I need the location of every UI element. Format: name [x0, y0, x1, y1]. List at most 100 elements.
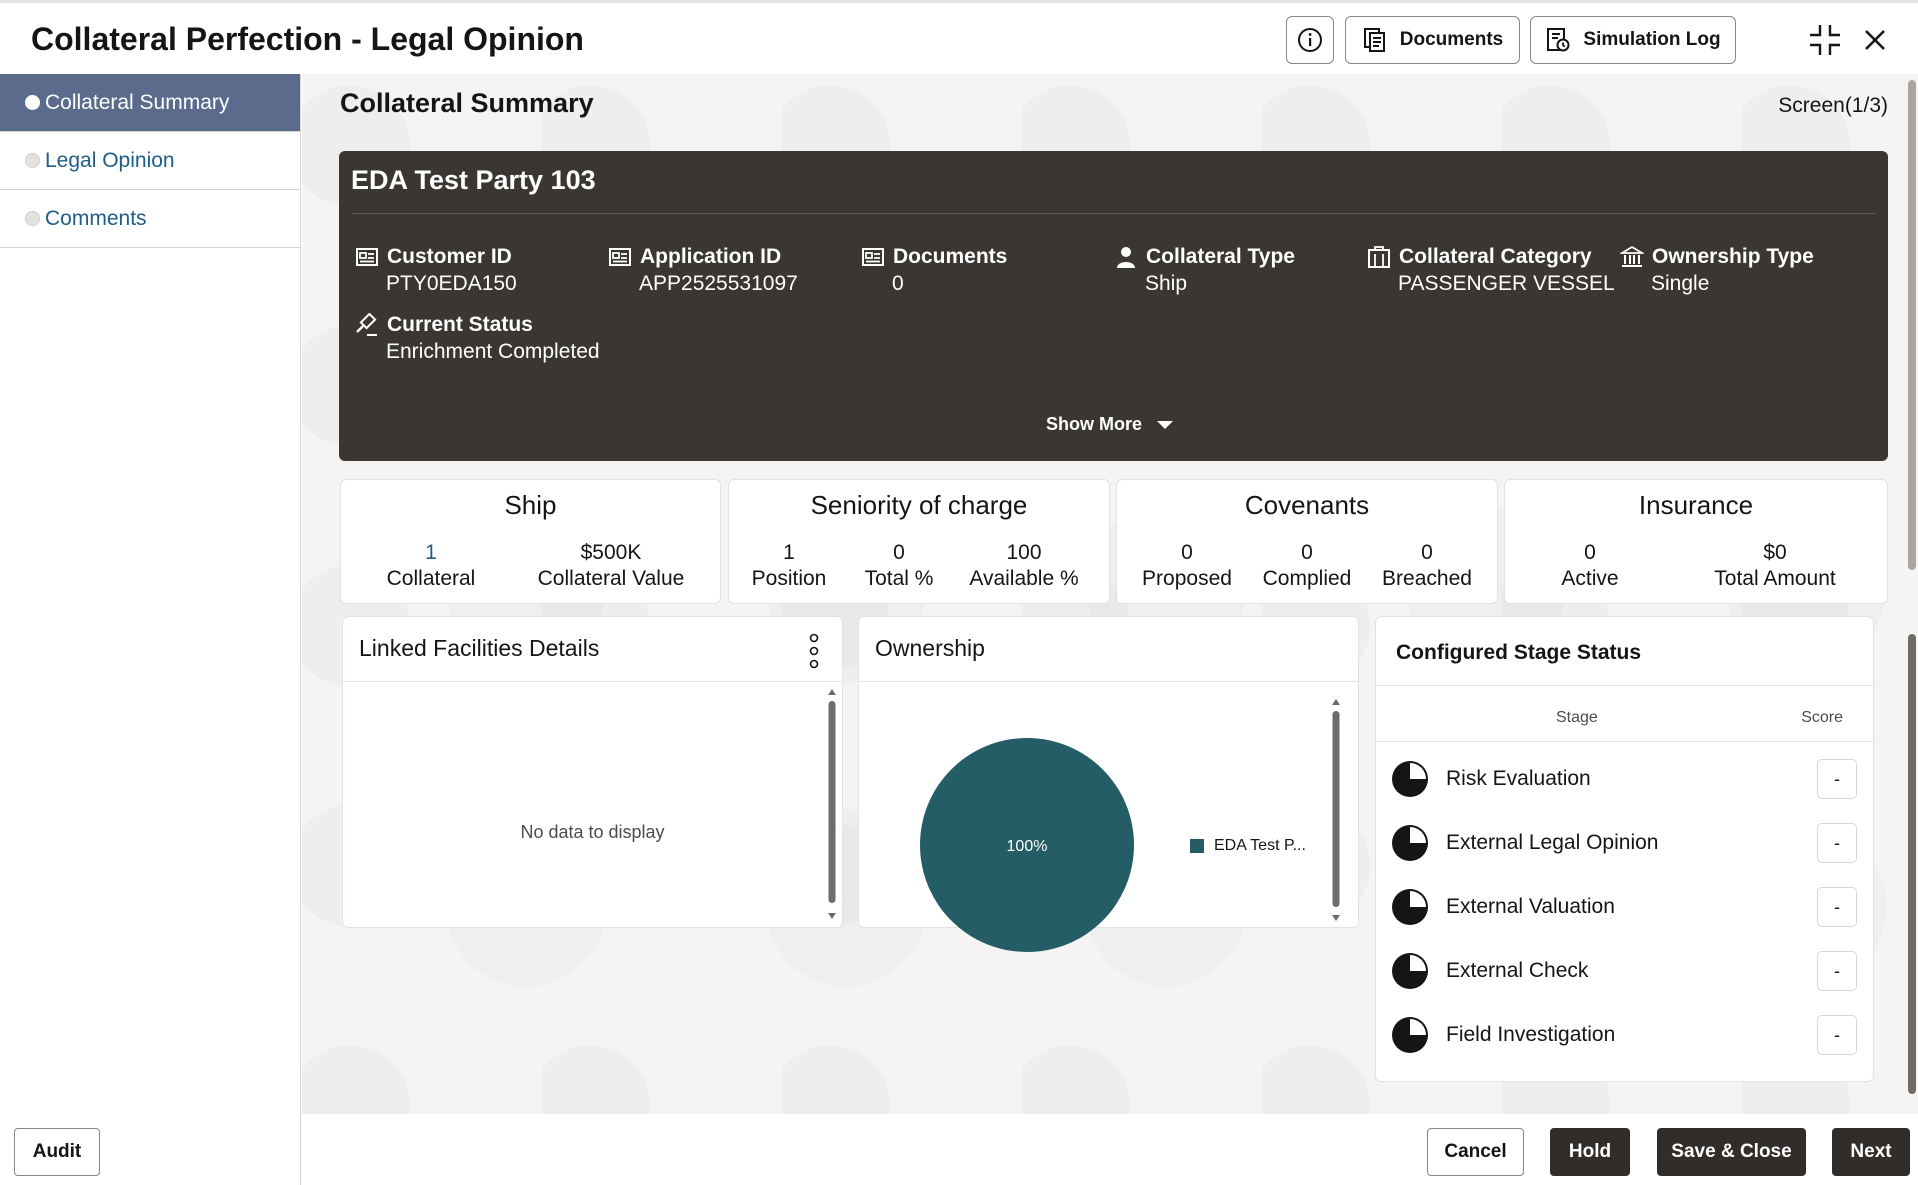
field-value: Enrichment Completed: [386, 340, 600, 363]
stat-total-percent: 0 Total %: [849, 540, 949, 592]
gavel-icon: [356, 313, 377, 336]
id-card-icon: [356, 248, 378, 266]
divider: [1376, 741, 1873, 742]
documents-button-label: Documents: [1399, 29, 1504, 50]
save-close-button[interactable]: Save & Close: [1657, 1128, 1806, 1176]
stat-label: Collateral: [386, 567, 476, 590]
cancel-button[interactable]: Cancel: [1427, 1128, 1524, 1176]
panel-title: Linked Facilities Details: [359, 635, 600, 661]
stat-position: 1 Position: [739, 540, 839, 592]
page-title: Collateral Perfection - Legal Opinion: [31, 21, 584, 57]
stat-number: 0: [1421, 541, 1433, 564]
stat-label: Complied: [1262, 567, 1352, 590]
column-header-score: Score: [1801, 709, 1843, 726]
field-label-text: Collateral Type: [1146, 245, 1295, 268]
stat-number: $500K: [580, 541, 642, 564]
stage-row[interactable]: External Valuation -: [1390, 875, 1859, 939]
field-value: Ship: [1145, 272, 1188, 295]
stat-number: 0: [1181, 541, 1193, 564]
empty-state-text: No data to display: [520, 822, 665, 842]
panel-title: Ownership: [875, 635, 985, 661]
stage-row[interactable]: External Check -: [1390, 939, 1859, 1003]
stage-score: -: [1817, 759, 1857, 799]
stat-breached: 0 Breached: [1367, 540, 1487, 592]
simulation-log-button[interactable]: Simulation Log: [1530, 16, 1736, 64]
divider: [343, 681, 842, 682]
party-summary-card: EDA Test Party 103 Customer ID PTY0EDA15…: [339, 151, 1888, 461]
sidebar-item-label: Comments: [45, 206, 147, 230]
field-value: PASSENGER VESSEL: [1398, 272, 1615, 295]
legend-swatch: [1190, 839, 1204, 853]
main-scrollbar[interactable]: [1908, 80, 1916, 570]
field-documents: Documents 0: [861, 245, 1111, 296]
stage-row[interactable]: External Legal Opinion -: [1390, 811, 1859, 875]
sidebar-item-comments[interactable]: Comments: [0, 190, 300, 248]
stat-available-percent: 100 Available %: [954, 540, 1094, 592]
stat-label: Total Amount: [1714, 567, 1836, 590]
stat-card-insurance: Insurance 0 Active $0 Total Amount: [1504, 479, 1888, 604]
next-button[interactable]: Next: [1832, 1128, 1910, 1176]
field-application-id: Application ID APP2525531097: [608, 245, 858, 296]
stage-score: -: [1817, 951, 1857, 991]
field-label-text: Customer ID: [387, 245, 512, 268]
panel-title: Configured Stage Status: [1396, 641, 1642, 664]
stat-title: Seniority of charge: [810, 490, 1028, 520]
ownership-panel: Ownership 100% EDA Test P...: [858, 616, 1359, 952]
stat-number: 0: [893, 541, 905, 564]
scrollbar[interactable]: [1330, 697, 1342, 923]
column-header-stage: Stage: [1556, 709, 1598, 726]
id-card-icon: [609, 248, 631, 266]
stat-title: Covenants: [1244, 490, 1370, 520]
collapse-icon[interactable]: [1808, 23, 1842, 57]
stat-label: Position: [751, 567, 827, 590]
stat-label: Available %: [969, 567, 1079, 590]
field-label-text: Ownership Type: [1652, 245, 1814, 268]
hold-button[interactable]: Hold: [1550, 1128, 1630, 1176]
stage-name: Risk Evaluation: [1446, 767, 1591, 790]
field-label-text: Documents: [893, 245, 1008, 268]
stat-number: 0: [1584, 541, 1596, 564]
info-button[interactable]: [1286, 16, 1334, 64]
stage-row[interactable]: Risk Evaluation -: [1390, 747, 1859, 811]
id-card-icon: [862, 248, 884, 266]
pie-slice[interactable]: [920, 738, 1134, 952]
sidebar-item-label: Legal Opinion: [45, 148, 175, 172]
step-dot-icon: [25, 211, 40, 226]
legend-label: EDA Test P...: [1214, 837, 1306, 854]
field-collateral-category: Collateral Category PASSENGER VESSEL: [1367, 245, 1627, 296]
stat-label: Breached: [1382, 567, 1472, 590]
divider: [859, 681, 1358, 682]
stage-status-panel: Configured Stage Status Stage Score Risk…: [1375, 616, 1874, 1082]
sidebar-item-collateral-summary[interactable]: Collateral Summary: [0, 74, 300, 132]
stat-active: 0 Active: [1540, 540, 1640, 592]
ownership-pie-chart: 100%: [920, 738, 1134, 952]
sidebar-item-legal-opinion[interactable]: Legal Opinion: [0, 132, 300, 190]
stat-number-link[interactable]: 1: [425, 541, 437, 564]
more-options-icon[interactable]: [808, 633, 820, 669]
close-icon[interactable]: [1858, 23, 1892, 57]
sidebar-item-label: Collateral Summary: [45, 90, 230, 114]
stage-name: External Check: [1446, 959, 1589, 982]
documents-icon: [1363, 28, 1385, 52]
stage-row[interactable]: Field Investigation -: [1390, 1003, 1859, 1067]
step-dot-icon: [25, 95, 40, 110]
party-name: EDA Test Party 103: [351, 165, 596, 195]
stage-name: External Valuation: [1446, 895, 1615, 918]
field-ownership-type: Ownership Type Single: [1620, 245, 1870, 296]
field-collateral-type: Collateral Type Ship: [1114, 245, 1364, 296]
pie-progress-icon: [1392, 889, 1428, 925]
main-scrollbar-thumb[interactable]: [1908, 634, 1916, 1094]
linked-facilities-panel: Linked Facilities Details No data to dis…: [342, 616, 843, 928]
field-value: APP2525531097: [639, 272, 798, 295]
scrollbar[interactable]: [826, 687, 838, 921]
field-label-text: Collateral Category: [1399, 245, 1592, 268]
show-more-button[interactable]: Show More: [1046, 414, 1174, 435]
step-dot-icon: [25, 153, 40, 168]
documents-button[interactable]: Documents: [1345, 16, 1520, 64]
stat-collateral-value: $500K Collateral Value: [521, 540, 701, 592]
pie-progress-icon: [1392, 761, 1428, 797]
stat-total-amount: $0 Total Amount: [1695, 540, 1855, 592]
pie-slice-label: 100%: [1007, 838, 1048, 855]
field-value: Single: [1651, 272, 1710, 295]
audit-button[interactable]: Audit: [14, 1128, 100, 1176]
